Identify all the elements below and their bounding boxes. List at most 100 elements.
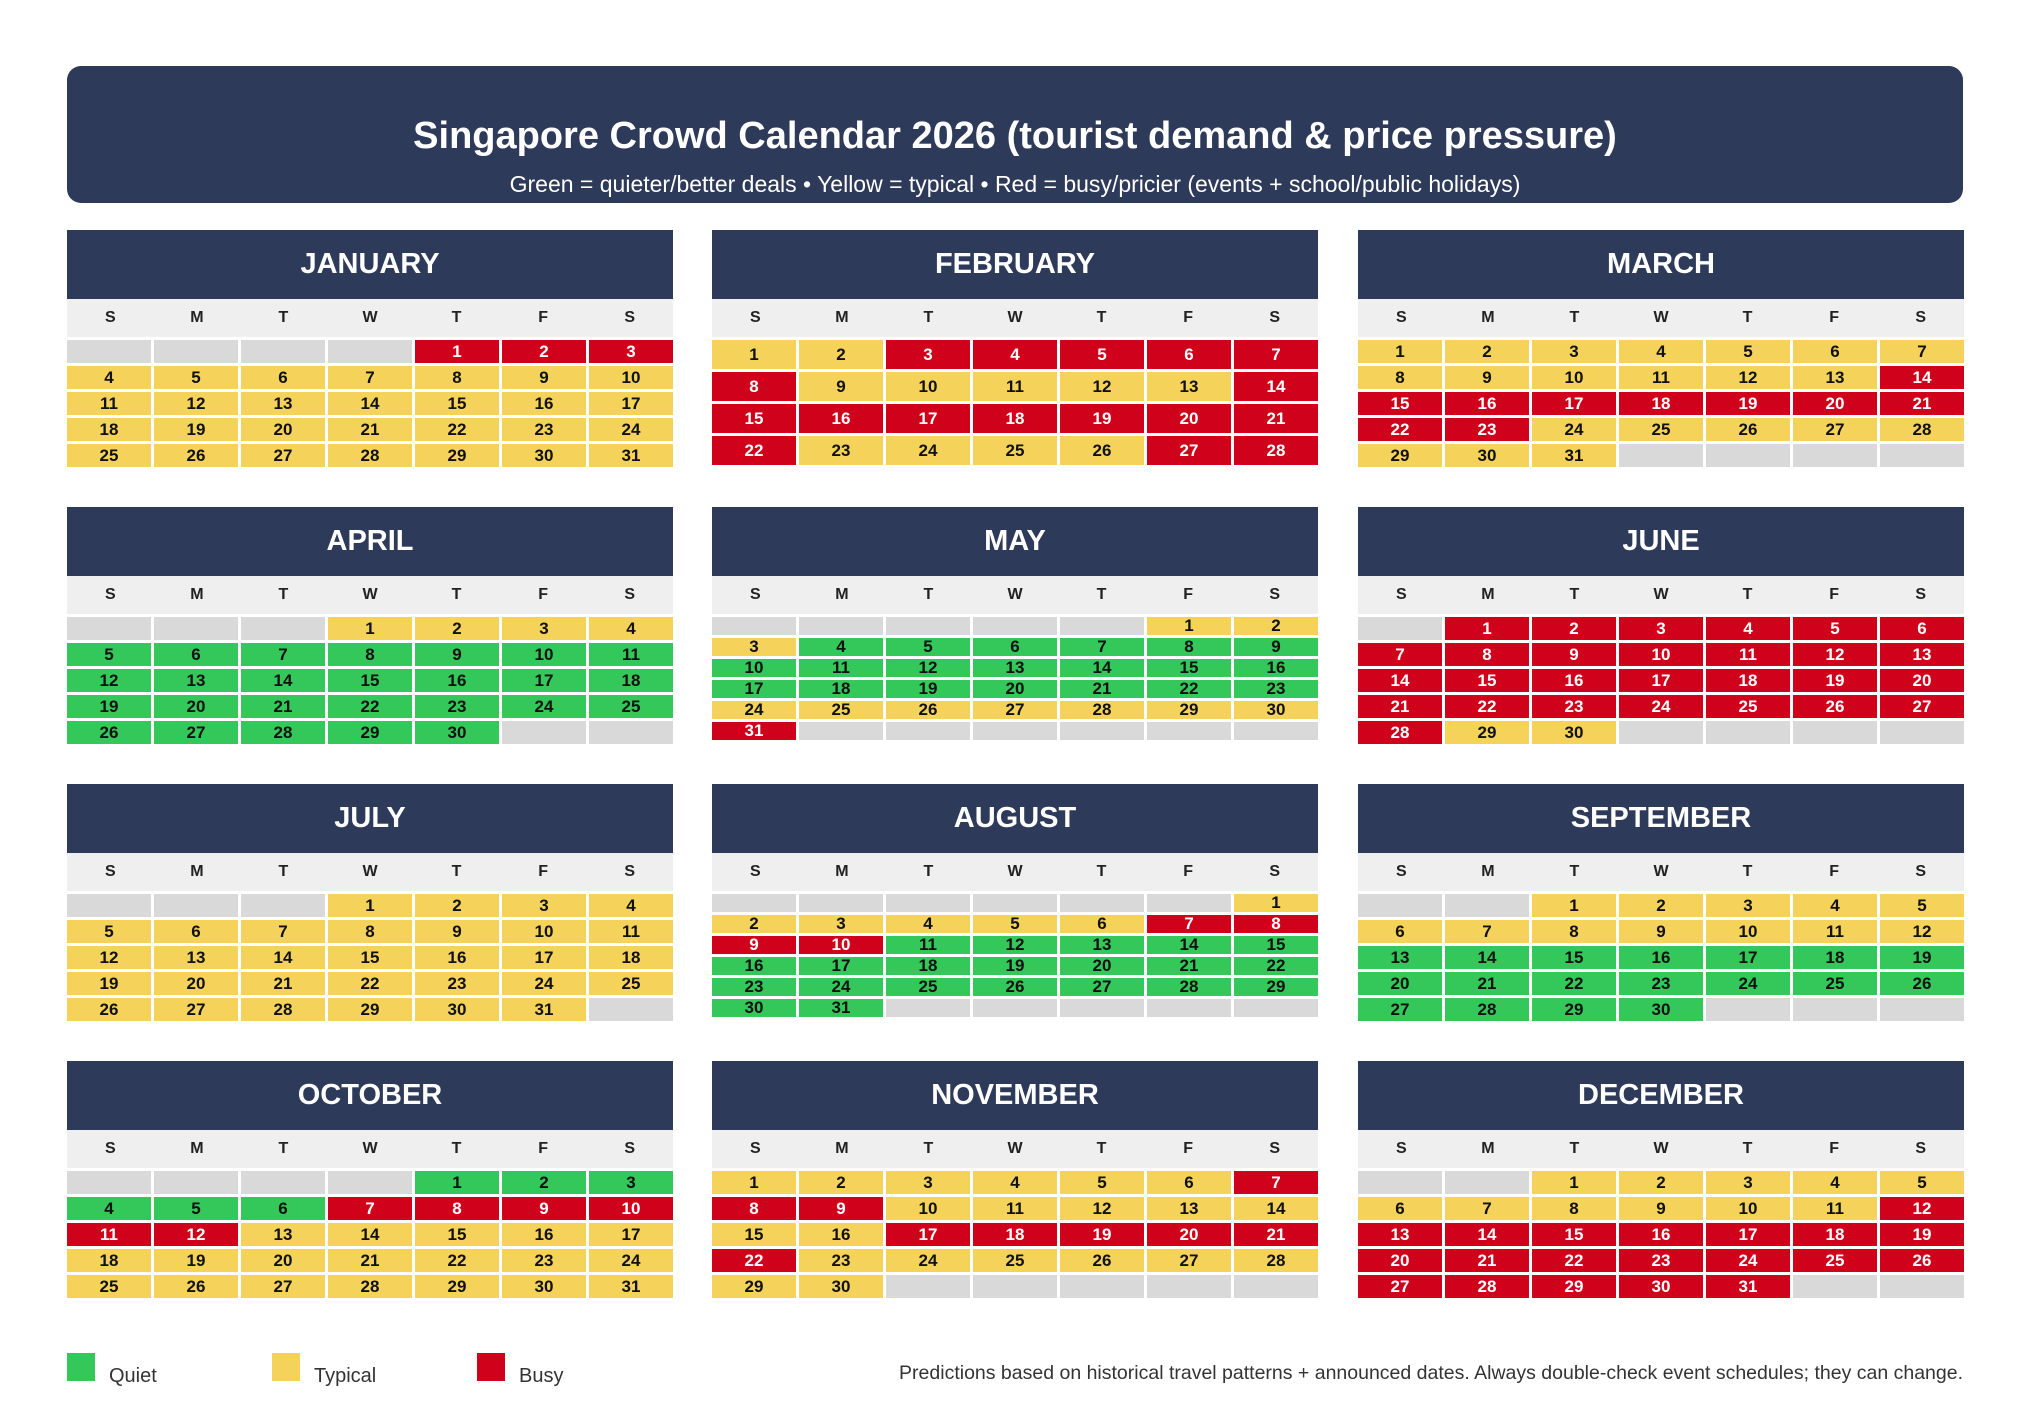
day-cell: 22 bbox=[328, 972, 412, 995]
day-cell: 14 bbox=[1880, 366, 1964, 389]
day-cell: 23 bbox=[799, 436, 883, 465]
day-cell: 17 bbox=[1619, 669, 1703, 692]
day-cell: 13 bbox=[1147, 1197, 1231, 1220]
weekday-label: S bbox=[104, 586, 116, 603]
day-cell: 5 bbox=[1880, 894, 1964, 917]
day-cell: 26 bbox=[1880, 1249, 1964, 1272]
month-title: DECEMBER bbox=[1358, 1061, 1964, 1130]
weekday-label: F bbox=[538, 309, 549, 326]
day-cell: 22 bbox=[415, 418, 499, 441]
day-cell: 7 bbox=[1147, 914, 1231, 933]
day-cell: 18 bbox=[1619, 392, 1703, 415]
month-days: 1 2 3 4 5 6 7 8 9 10 11 12 13 14 15 16 17 18 19 20 21 22 23 24 2… bbox=[712, 1168, 1318, 1298]
day-cell: 13 bbox=[154, 669, 238, 692]
weekday-label: W bbox=[1653, 1140, 1669, 1157]
day-cell: 29 bbox=[415, 444, 499, 467]
day-cell: 9 bbox=[1619, 1197, 1703, 1220]
month-days: 1 2 3 4 5 6 7 8 9 10 11 12 13 14 15 16 17 18 19 20 21 22 23 24 2… bbox=[67, 614, 673, 744]
day-cell: 2 bbox=[1619, 1171, 1703, 1194]
day-cell: 30 bbox=[1619, 998, 1703, 1021]
day-cell: 5 bbox=[154, 1197, 238, 1220]
weekday-label: T bbox=[451, 863, 462, 880]
day-cell: 10 bbox=[1532, 366, 1616, 389]
day-cell: 31 bbox=[589, 1275, 673, 1298]
day-cell: 14 bbox=[1060, 658, 1144, 677]
day-cell: 6 bbox=[973, 637, 1057, 656]
day-cell: 18 bbox=[973, 1223, 1057, 1246]
empty-day-cell bbox=[154, 894, 238, 917]
day-cell: 24 bbox=[1532, 418, 1616, 441]
month-may: MAY S M T W T F S 1 2 3 4 5 6 7 8 9 10 11 12 13 14 15 16 17 18 19 2… bbox=[712, 507, 1318, 740]
day-cell: 27 bbox=[241, 444, 325, 467]
day-cell: 4 bbox=[1706, 617, 1790, 640]
day-cell: 10 bbox=[886, 1197, 970, 1220]
weekday-label: W bbox=[1653, 586, 1669, 603]
weekday-label: M bbox=[835, 863, 849, 880]
day-cell: 21 bbox=[1060, 679, 1144, 698]
day-cell: 21 bbox=[1358, 695, 1442, 718]
empty-day-cell bbox=[1793, 1275, 1877, 1298]
day-cell: 8 bbox=[415, 1197, 499, 1220]
day-cell: 23 bbox=[1234, 679, 1318, 698]
empty-day-cell bbox=[1358, 894, 1442, 917]
weekday-label: S bbox=[624, 863, 636, 880]
day-cell: 11 bbox=[1793, 920, 1877, 943]
day-cell: 28 bbox=[1234, 1249, 1318, 1272]
day-cell: 2 bbox=[1445, 340, 1529, 363]
day-cell: 19 bbox=[1793, 669, 1877, 692]
empty-day-cell bbox=[1147, 999, 1231, 1017]
empty-day-cell bbox=[241, 894, 325, 917]
day-cell: 10 bbox=[502, 920, 586, 943]
page-subtitle: Green = quieter/better deals • Yellow = … bbox=[509, 171, 1521, 197]
day-cell: 3 bbox=[1619, 617, 1703, 640]
weekday-label: T bbox=[1096, 1140, 1107, 1157]
day-cell: 4 bbox=[799, 637, 883, 656]
day-cell: 30 bbox=[712, 998, 796, 1017]
day-cell: 26 bbox=[973, 977, 1057, 996]
weekday-label: S bbox=[1395, 586, 1407, 603]
day-cell: 6 bbox=[1147, 340, 1231, 369]
day-cell: 18 bbox=[973, 404, 1057, 433]
day-cell: 21 bbox=[1445, 972, 1529, 995]
month-days: 1 2 3 4 5 6 7 8 9 10 11 12 13 14 15 16 17 18 19 20 21 22 23 24 2… bbox=[712, 337, 1318, 465]
day-cell: 23 bbox=[1532, 695, 1616, 718]
day-cell: 2 bbox=[799, 1171, 883, 1194]
day-cell: 30 bbox=[415, 998, 499, 1021]
weekday-label: T bbox=[1096, 309, 1107, 326]
weekday-label: W bbox=[1653, 863, 1669, 880]
day-cell: 12 bbox=[1060, 372, 1144, 401]
month-august: AUGUST S M T W T F S 1 2 3 4 5 6 7 8 9 10 11 12 13 14 15 16 17 18… bbox=[712, 784, 1318, 1017]
weekday-label: F bbox=[1183, 1140, 1194, 1157]
day-cell: 12 bbox=[1880, 920, 1964, 943]
day-cell: 20 bbox=[1358, 972, 1442, 995]
day-cell: 6 bbox=[241, 1197, 325, 1220]
day-cell: 30 bbox=[1445, 444, 1529, 467]
weekday-label: F bbox=[1183, 863, 1194, 880]
day-cell: 16 bbox=[502, 1223, 586, 1246]
day-cell: 7 bbox=[241, 643, 325, 666]
empty-day-cell bbox=[1147, 722, 1231, 740]
weekday-label: F bbox=[1829, 1140, 1840, 1157]
day-cell: 11 bbox=[67, 1223, 151, 1246]
weekday-label: F bbox=[538, 863, 549, 880]
empty-day-cell bbox=[886, 894, 970, 912]
empty-day-cell bbox=[973, 999, 1057, 1017]
day-cell: 30 bbox=[502, 1275, 586, 1298]
day-cell: 29 bbox=[1358, 444, 1442, 467]
weekday-label: T bbox=[1569, 586, 1580, 603]
month-days: 1 2 3 4 5 6 7 8 9 10 11 12 13 14 15 16 17 18 19 20 21 22 23 24 2… bbox=[1358, 337, 1964, 467]
day-cell: 28 bbox=[1358, 721, 1442, 744]
day-cell: 8 bbox=[328, 643, 412, 666]
day-cell: 18 bbox=[1793, 946, 1877, 969]
weekday-label: S bbox=[749, 309, 761, 326]
day-cell: 18 bbox=[886, 956, 970, 975]
month-title: JUNE bbox=[1358, 507, 1964, 576]
day-cell: 1 bbox=[712, 340, 796, 369]
day-cell: 26 bbox=[1793, 695, 1877, 718]
month-title: OCTOBER bbox=[67, 1061, 673, 1130]
day-cell: 19 bbox=[1706, 392, 1790, 415]
day-cell: 3 bbox=[589, 340, 673, 363]
empty-day-cell bbox=[799, 894, 883, 912]
day-cell: 28 bbox=[328, 1275, 412, 1298]
